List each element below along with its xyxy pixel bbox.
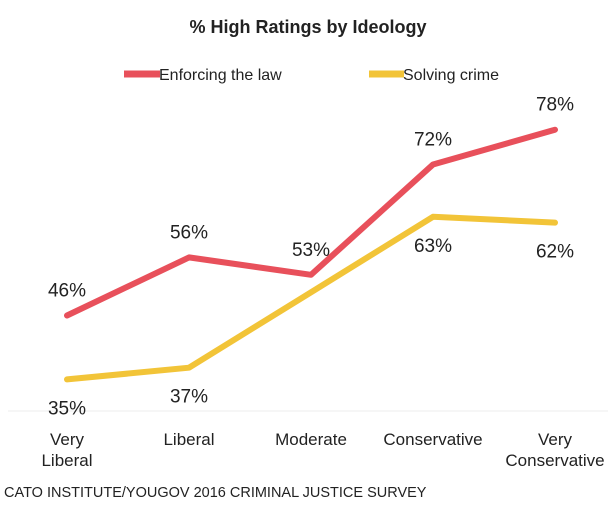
x-tick-label: Liberal (163, 430, 214, 449)
data-label: 35% (48, 398, 86, 419)
legend-label: Enforcing the law (159, 67, 282, 84)
legend: Enforcing the law Solving crime (124, 67, 499, 84)
data-label: 56% (170, 222, 208, 243)
series-layer (64, 126, 558, 383)
x-tick-label: Very Conservative (505, 430, 604, 470)
data-label: 53% (292, 240, 330, 261)
data-label: 37% (170, 387, 208, 408)
data-label: 62% (536, 242, 574, 263)
x-tick-label: Conservative (383, 430, 482, 449)
data-labels: 46% 56% 53% 72% 78% 35% 37% 63% 62% (48, 95, 574, 420)
series-line (64, 213, 558, 383)
x-tick-labels: Very Liberal Liberal Moderate Conservative Ve… (41, 430, 604, 470)
series-line (64, 126, 558, 319)
data-label: 46% (48, 281, 86, 302)
data-label: 63% (414, 236, 452, 257)
chart-title: % High Ratings by Ideology (189, 17, 426, 37)
x-tick-label: Very Liberal (41, 430, 92, 470)
legend-label: Solving crime (403, 67, 499, 84)
data-label: 72% (414, 130, 452, 151)
data-label: 78% (536, 95, 574, 116)
x-tick-label: Moderate (275, 430, 347, 449)
source-note: CATO INSTITUTE/YOUGOV 2016 CRIMINAL JUST… (4, 485, 427, 501)
